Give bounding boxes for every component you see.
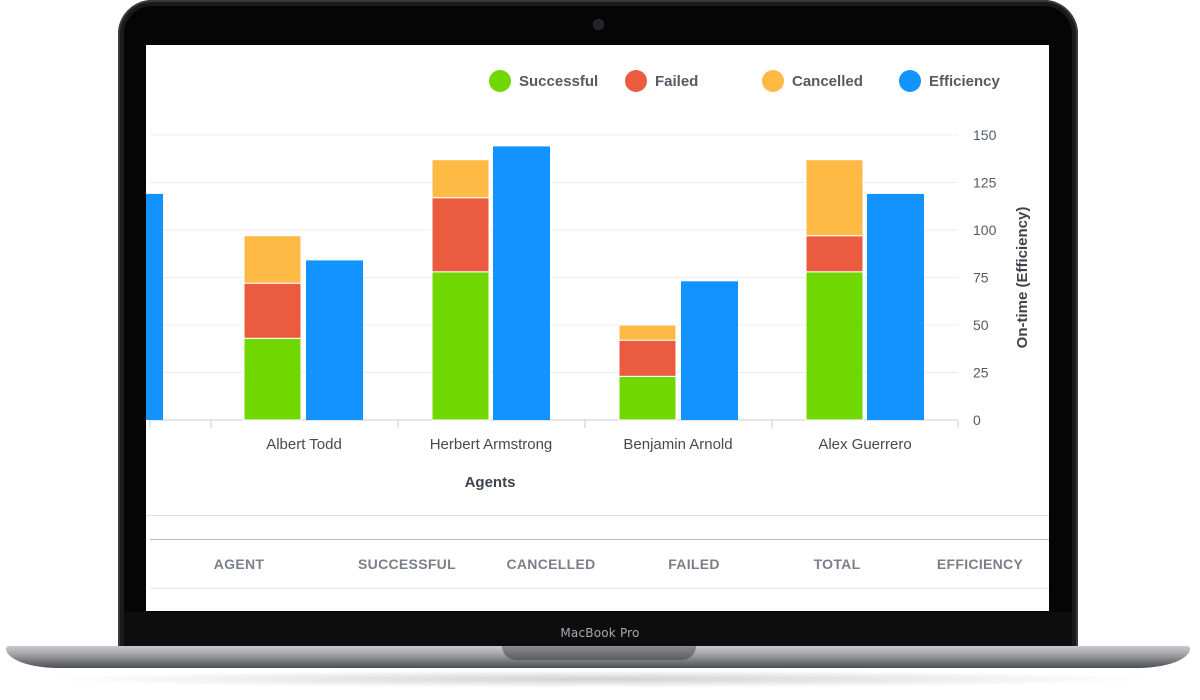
table-header-total[interactable]: TOTAL <box>813 556 861 572</box>
legend-swatch-failed <box>625 70 647 92</box>
laptop-chin <box>124 612 1072 646</box>
x-category-label: Herbert Armstrong <box>430 436 553 453</box>
y-tick-label: 0 <box>973 412 981 428</box>
bar-efficiency <box>681 281 738 420</box>
camera-icon <box>594 20 603 29</box>
bar-failed <box>243 282 302 339</box>
table-header-cancelled[interactable]: CANCELLED <box>506 556 596 572</box>
screen: Successful Failed Cancelled Efficiency 0… <box>146 45 1049 611</box>
table-header-agent[interactable]: AGENT <box>213 556 265 572</box>
chart-legend: Successful Failed Cancelled Efficiency <box>146 70 1049 94</box>
legend-swatch-cancelled <box>762 70 784 92</box>
y-tick-label: 150 <box>973 127 997 143</box>
bar-efficiency <box>867 193 924 420</box>
bar-failed <box>431 197 490 273</box>
bar-efficiency <box>146 193 163 420</box>
legend-label: Successful <box>519 72 599 90</box>
legend-item-failed[interactable]: Failed <box>625 70 698 92</box>
laptop-shadow <box>40 670 1160 688</box>
y-axis-title: On-time (Efficiency) <box>1014 207 1031 349</box>
bar-cancelled <box>243 235 302 284</box>
table-header-efficiency[interactable]: EFFICIENCY <box>936 556 1024 572</box>
x-category-label: Alex Guerrero <box>818 436 911 453</box>
bar-failed <box>805 235 864 273</box>
bar-cancelled <box>431 159 490 199</box>
table-header-bottom-border <box>150 588 1049 589</box>
bar-successful <box>243 337 302 421</box>
legend-item-successful[interactable]: Successful <box>489 70 598 92</box>
divider <box>146 515 1049 516</box>
table-header-top-border <box>150 539 1049 540</box>
legend-swatch-efficiency <box>899 70 921 92</box>
legend-swatch-successful <box>489 70 511 92</box>
legend-label: Efficiency <box>929 72 1000 90</box>
x-axis-title: Agents <box>465 474 516 491</box>
brand-label: MacBook Pro <box>560 626 640 640</box>
bar-successful <box>431 271 490 421</box>
x-category-label: Benjamin Arnold <box>623 436 732 453</box>
x-category-label: Albert Todd <box>266 436 342 453</box>
legend-label: Failed <box>655 72 699 90</box>
bar-chart: 0 25 50 75 100 125 150 Albert Todd Herbert Armst… <box>146 127 1031 491</box>
bar-failed <box>618 339 677 377</box>
laptop-notch <box>502 646 696 660</box>
legend-label: Cancelled <box>792 72 863 90</box>
table-header-failed[interactable]: FAILED <box>668 556 720 572</box>
bar-cancelled <box>618 324 677 341</box>
bar-successful <box>805 271 864 421</box>
table-header-successful[interactable]: SUCCESSFUL <box>358 556 456 572</box>
y-tick-label: 125 <box>973 175 997 191</box>
bar-successful <box>618 375 677 421</box>
y-tick-label: 75 <box>973 270 989 286</box>
y-tick-label: 25 <box>973 365 989 381</box>
legend-item-cancelled[interactable]: Cancelled <box>762 70 863 92</box>
bar-cancelled <box>805 159 864 237</box>
y-tick-label: 50 <box>973 317 989 333</box>
bar-efficiency <box>306 260 363 420</box>
bar-efficiency <box>493 146 550 420</box>
legend-item-efficiency[interactable]: Efficiency <box>899 70 1000 92</box>
y-tick-label: 100 <box>973 222 997 238</box>
